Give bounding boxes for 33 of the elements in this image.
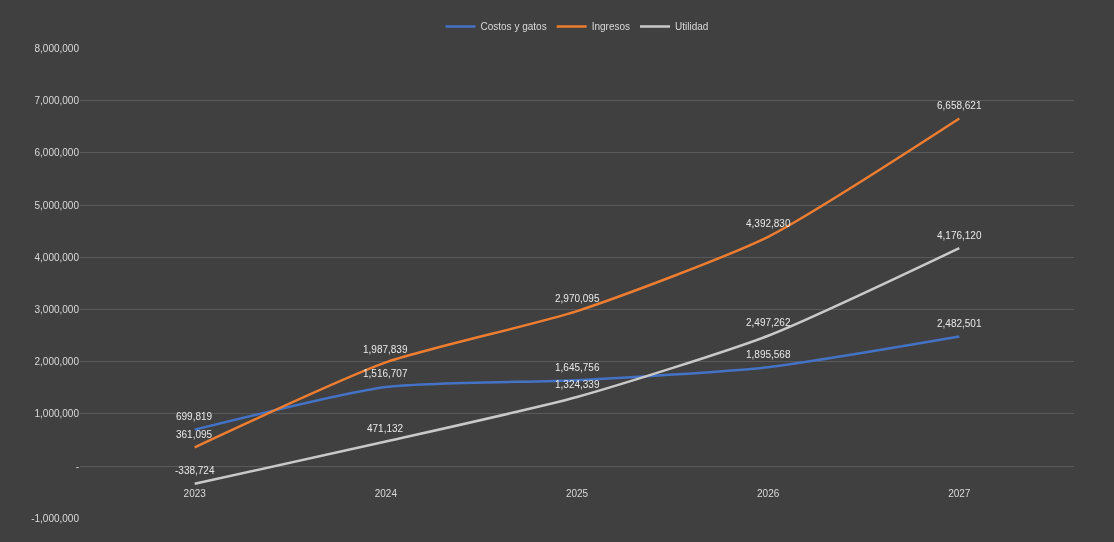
data-label: 4,392,830 [746, 218, 791, 229]
data-label: 471,132 [367, 423, 404, 434]
data-label: 1,895,568 [746, 349, 791, 360]
y-tick-label: 5,000,000 [34, 199, 80, 211]
data-label: 1,516,707 [363, 368, 408, 379]
y-tick-label: - [75, 460, 79, 472]
data-label: 2,482,501 [937, 318, 982, 329]
y-tick-label: 8,000,000 [34, 43, 80, 55]
x-tick-label: 2024 [374, 488, 398, 500]
data-label: 2,970,095 [555, 293, 600, 304]
y-tick-label: 1,000,000 [34, 408, 80, 420]
y-tick-label: 7,000,000 [34, 95, 80, 107]
data-label: 361,095 [176, 429, 213, 440]
y-tick-label: 4,000,000 [34, 251, 80, 263]
data-label: 699,819 [176, 411, 213, 422]
data-label: 1,645,756 [555, 362, 600, 373]
legend-label: Costos y gatos [480, 21, 547, 33]
data-label: 6,658,621 [937, 100, 982, 111]
data-label: 2,497,262 [746, 317, 791, 328]
data-label: 4,176,120 [937, 230, 982, 241]
x-tick-label: 2025 [565, 488, 589, 500]
x-tick-label: 2027 [948, 488, 971, 500]
data-label: 1,324,339 [555, 379, 600, 390]
data-label: -338,724 [175, 465, 215, 476]
legend-label: Utilidad [675, 21, 709, 33]
y-tick-label: 3,000,000 [34, 304, 80, 316]
legend-label: Ingresos [591, 21, 631, 33]
y-tick-label: 2,000,000 [34, 356, 80, 368]
y-tick-label: 6,000,000 [34, 147, 80, 159]
x-tick-label: 2026 [757, 488, 780, 500]
data-label: 1,987,839 [363, 344, 408, 355]
x-tick-label: 2023 [183, 488, 207, 500]
y-tick-label: -1,000,000 [31, 512, 80, 524]
